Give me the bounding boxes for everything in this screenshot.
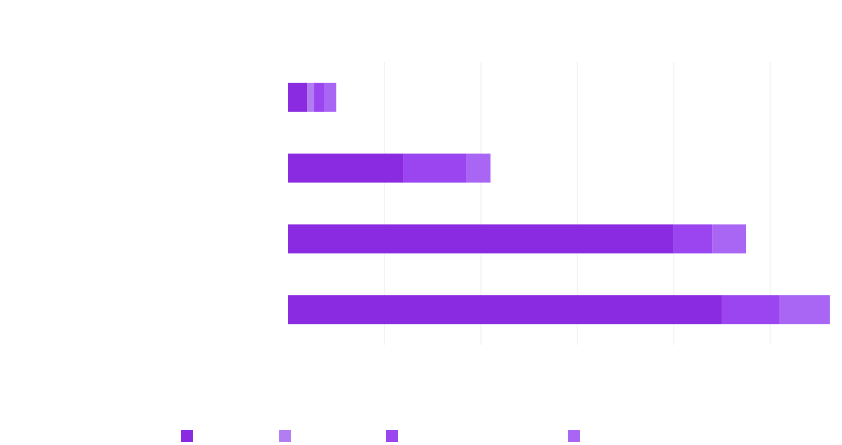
bar-segment-row1-series1 <box>288 82 308 112</box>
bar-segment-row4-series1 <box>288 295 722 325</box>
legend-swatch-series2 <box>279 430 291 442</box>
legend-swatch-series3 <box>386 430 398 442</box>
bar-segment-row2-series4 <box>466 153 491 183</box>
legend <box>181 430 580 442</box>
bar-segment-row1-series2 <box>307 82 315 112</box>
bar-segment-row2-series3 <box>403 153 467 183</box>
bars <box>288 82 830 325</box>
legend-swatch-series4 <box>568 430 580 442</box>
bar-segment-row4-series4 <box>779 295 830 325</box>
bar-segment-row1-series4 <box>324 82 337 112</box>
bar-segment-row3-series3 <box>673 224 713 254</box>
bar-segment-row4-series3 <box>721 295 780 325</box>
bar-segment-row2-series1 <box>288 153 404 183</box>
bar-segment-row3-series4 <box>712 224 747 254</box>
legend-swatch-series1 <box>181 430 193 442</box>
bar-segment-row1-series3 <box>314 82 325 112</box>
bar-segment-row3-series1 <box>288 224 674 254</box>
